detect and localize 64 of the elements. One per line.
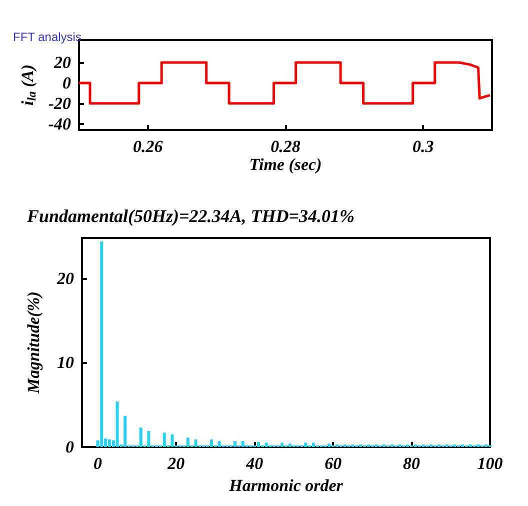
bar bbox=[453, 444, 456, 447]
x-tick-label: 100 bbox=[477, 454, 504, 473]
bar bbox=[280, 442, 284, 447]
y-axis-title: ila (A) bbox=[18, 64, 38, 106]
bar bbox=[218, 441, 221, 447]
bar bbox=[210, 439, 213, 447]
bar bbox=[304, 442, 308, 447]
x-tick-label: 0.28 bbox=[270, 137, 301, 156]
bar bbox=[264, 442, 268, 447]
bar bbox=[288, 444, 292, 447]
chart-title: Fundamental(50Hz)=22.34A, THD=34.01% bbox=[26, 206, 355, 226]
x-axis-title: Time (sec) bbox=[249, 154, 322, 174]
bar bbox=[234, 441, 236, 447]
bar bbox=[108, 439, 111, 447]
x-tick-label: 40 bbox=[245, 454, 264, 473]
y-tick-label: -40 bbox=[48, 114, 72, 134]
bar bbox=[414, 444, 417, 447]
bar bbox=[366, 444, 370, 447]
bar bbox=[147, 430, 150, 447]
bar bbox=[430, 444, 433, 447]
y-tick-label: -20 bbox=[48, 94, 72, 113]
bar bbox=[468, 444, 472, 447]
bar bbox=[162, 432, 166, 447]
bar bbox=[241, 441, 244, 447]
line-series bbox=[78, 61, 492, 105]
bar bbox=[170, 434, 174, 447]
bar bbox=[359, 444, 362, 447]
bar bbox=[116, 401, 119, 447]
x-tick-label: 80 bbox=[403, 454, 421, 473]
bar bbox=[186, 438, 190, 447]
bar bbox=[445, 444, 448, 447]
bar bbox=[194, 439, 198, 447]
bar bbox=[398, 444, 402, 447]
x-tick-label: 0.3 bbox=[412, 137, 434, 156]
x-tick-label: 20 bbox=[166, 454, 186, 473]
bar bbox=[100, 241, 104, 447]
bar bbox=[461, 444, 464, 447]
bar bbox=[336, 444, 338, 447]
bar bbox=[312, 442, 315, 447]
bar bbox=[328, 444, 331, 447]
bar bbox=[406, 444, 410, 447]
y-axis-title: Magnitude(%) bbox=[24, 292, 43, 394]
x-tick-label: 60 bbox=[324, 454, 342, 473]
bar bbox=[422, 444, 425, 447]
bar bbox=[476, 444, 480, 447]
bar bbox=[124, 416, 127, 447]
y-tick-label: 10 bbox=[57, 353, 74, 372]
bar bbox=[438, 444, 440, 447]
x-tick-label: 0 bbox=[93, 454, 102, 473]
x-axis-title: Harmonic order bbox=[228, 476, 344, 495]
x-tick-label: 0.26 bbox=[132, 137, 164, 156]
y-tick-label: 20 bbox=[56, 268, 74, 288]
y-tick-label: 20 bbox=[53, 53, 72, 72]
bar bbox=[257, 442, 260, 447]
bar bbox=[351, 444, 354, 447]
bar bbox=[343, 444, 346, 447]
y-tick-label: 0 bbox=[66, 438, 74, 456]
bar bbox=[484, 444, 488, 447]
y-tick-label: 0 bbox=[62, 73, 72, 92]
bar bbox=[382, 444, 386, 447]
bar bbox=[390, 444, 394, 447]
chart-title: FFT analysis bbox=[13, 30, 82, 44]
bar bbox=[374, 444, 378, 447]
bar bbox=[139, 428, 142, 447]
